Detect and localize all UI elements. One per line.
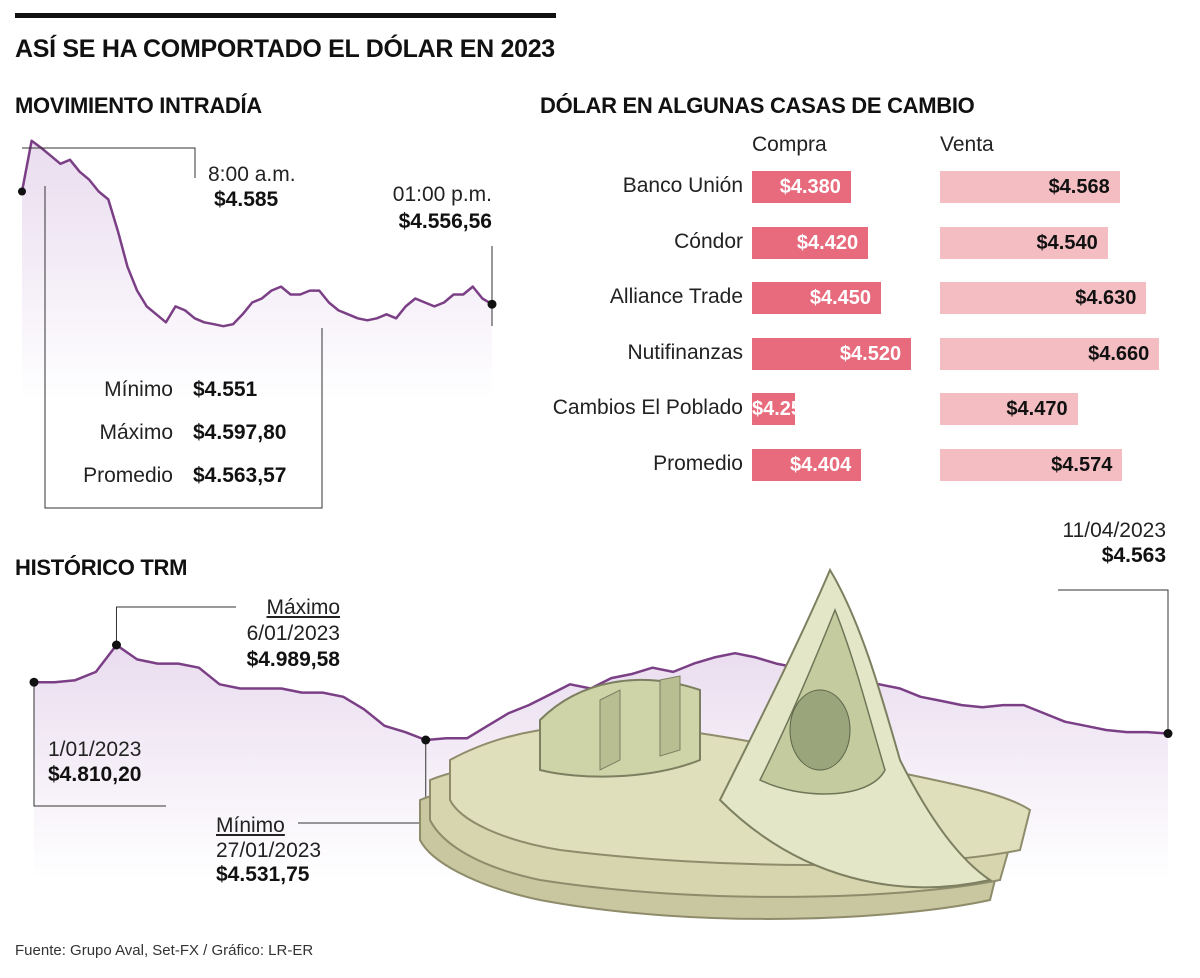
trm-max-value: $4.989,58 xyxy=(246,648,340,671)
buy-bar: $4.404 xyxy=(752,449,862,481)
exchange-house-name: Alliance Trade xyxy=(609,285,743,309)
trm-heading: HISTÓRICO TRM xyxy=(15,555,188,580)
open-point xyxy=(18,187,26,196)
trm-max-point xyxy=(111,640,121,650)
trm-start-point xyxy=(29,677,39,687)
curled-banknote xyxy=(718,567,993,889)
sell-bar: $4.568 xyxy=(940,171,1120,203)
buy-bar: $4.420 xyxy=(752,226,869,259)
intraday-close-value: $4.556,56 xyxy=(398,210,492,233)
trm-end-value: $4.563 xyxy=(1101,544,1166,567)
intraday-stat-value-min: $4.551 xyxy=(193,378,258,401)
trm-min-point xyxy=(421,735,431,745)
source-note: Fuente: Grupo Aval, Set-FX / Gráfico: LR… xyxy=(15,942,314,959)
exchange-house-name: Promedio xyxy=(653,452,743,475)
trm-start-value: $4.810,20 xyxy=(48,763,142,786)
page-title: ASÍ SE HA COMPORTADO EL DÓLAR EN 2023 xyxy=(15,35,555,63)
exchange-col-sell: Venta xyxy=(940,133,994,156)
buy-bar: $4.520 xyxy=(752,337,912,370)
intraday-area xyxy=(22,140,492,401)
intraday-stat-label-avg: Promedio xyxy=(83,464,173,487)
top-rule xyxy=(15,13,556,18)
trm-end-date: 11/04/2023 xyxy=(1062,519,1166,542)
trm-max-date: 6/01/2023 xyxy=(246,622,340,645)
intraday-open-value: $4.585 xyxy=(214,188,279,211)
trm-min-date: 27/01/2023 xyxy=(216,839,322,862)
close-point xyxy=(487,299,497,309)
intraday-stat-value-max: $4.597,80 xyxy=(193,421,287,444)
open-leader xyxy=(22,147,196,178)
intraday-open-time: 8:00 a.m. xyxy=(208,163,296,186)
sell-bar: $4.630 xyxy=(940,282,1147,315)
sell-bar: $4.574 xyxy=(940,449,1123,481)
trm-min-label: Mínimo xyxy=(216,814,285,837)
intraday-stat-label-min: Mínimo xyxy=(104,378,173,401)
buy-bar: $4.380 xyxy=(752,171,851,203)
buy-bar: $4.450 xyxy=(752,282,881,315)
start-leader xyxy=(33,682,166,807)
intraday-close-time: 01:00 p.m. xyxy=(392,183,492,206)
exchange-col-buy: Compra xyxy=(752,133,827,156)
sell-bar: $4.540 xyxy=(940,226,1108,259)
end-leader xyxy=(1058,589,1169,734)
trm-end-point xyxy=(1163,729,1173,739)
trm-line xyxy=(34,643,1169,742)
trm-min-value: $4.531,75 xyxy=(216,863,310,886)
exchange-house-name: Cambios El Poblado xyxy=(552,396,743,420)
sell-bar: $4.660 xyxy=(940,337,1160,370)
intraday-line xyxy=(20,139,493,328)
stats-box xyxy=(44,186,323,509)
intraday-stat-label-max: Máximo xyxy=(99,421,173,444)
intraday-chart xyxy=(18,139,497,509)
trm-max-label: Máximo xyxy=(266,596,340,619)
exchange-house-name: Nutifinanzas xyxy=(627,340,743,364)
intraday-heading: MOVIMIENTO INTRADÍA xyxy=(15,93,262,118)
max-leader xyxy=(115,606,236,645)
intraday-stat-value-avg: $4.563,57 xyxy=(193,464,287,487)
exchange-house-name: Banco Unión xyxy=(622,174,743,197)
exchange-heading: DÓLAR EN ALGUNAS CASAS DE CAMBIO xyxy=(540,93,975,118)
sell-bar: $4.470 xyxy=(940,393,1078,426)
trm-start-date: 1/01/2023 xyxy=(48,738,142,761)
exchange-house-name: Cóndor xyxy=(674,229,743,253)
